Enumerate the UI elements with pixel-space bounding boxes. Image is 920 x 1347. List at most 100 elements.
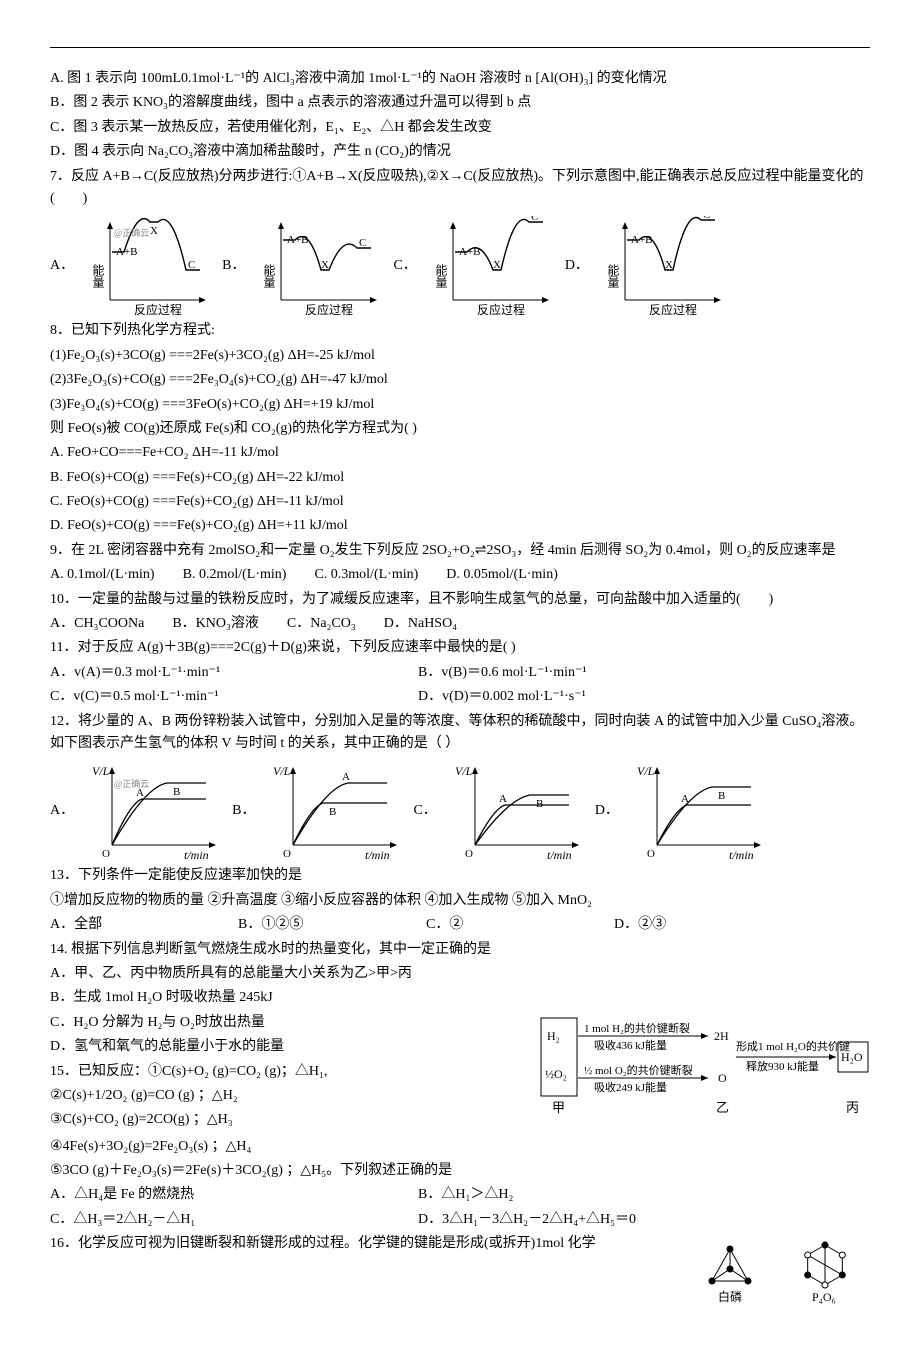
svg-text:A+B: A+B	[116, 246, 137, 258]
q9-opt-a: A. 0.1mol/(L·min)	[50, 564, 155, 586]
q12-letter: B．	[232, 800, 255, 822]
svg-text:能量: 能量	[606, 264, 620, 288]
svg-text:H₂: H₂	[547, 1029, 560, 1043]
svg-text:A+B: A+B	[631, 234, 652, 246]
q7-energy-diagram: 能量 A+B X C 反应过程	[603, 216, 723, 316]
q11-opt-a: A．v(A)＝0.3 mol·L⁻¹·min⁻¹	[50, 662, 390, 684]
q11-opt-b: B．v(B)＝0.6 mol·L⁻¹·min⁻¹	[418, 662, 587, 684]
q7-letter: B．	[222, 255, 245, 277]
q12-vt-diagram: V/L t/min A B O	[633, 761, 763, 861]
svg-text:吸收436 kJ能量: 吸收436 kJ能量	[594, 1038, 667, 1052]
q11-options-row1: A．v(A)＝0.3 mol·L⁻¹·min⁻¹ B．v(B)＝0.6 mol·…	[50, 662, 870, 684]
svg-text:反应过程: 反应过程	[477, 302, 525, 316]
q10-opt-b: B．KNO₃溶液	[172, 613, 259, 635]
svg-text:X: X	[665, 259, 673, 271]
q7-letter: D．	[565, 255, 589, 277]
page-top-rule	[50, 47, 870, 48]
q10-opt-d: D．NaHSO₄	[384, 613, 457, 635]
q9-opt-c: C. 0.3mol/(L·min)	[314, 564, 418, 586]
svg-text:O: O	[718, 1071, 727, 1085]
q15-opt-b: B．△H₁＞△H₂	[418, 1184, 513, 1206]
q12-letter: D．	[595, 800, 619, 822]
svg-text:P₄O₆: P₄O₆	[812, 1290, 836, 1304]
svg-text:A: A	[681, 793, 689, 805]
q16-molecule-diagrams: 白磷 P₄O₆	[700, 1237, 870, 1307]
q11-options-row2: C．v(C)＝0.5 mol·L⁻¹·min⁻¹ D．v(D)＝0.002 mo…	[50, 686, 870, 708]
q7-stem: 7．反应 A+B→C(反应放热)分两步进行:①A+B→X(反应吸热),②X→C(…	[50, 166, 870, 211]
q7-letter: A．	[50, 255, 74, 277]
q13-opt-c: C．②	[426, 914, 586, 936]
svg-text:丙: 丙	[846, 1100, 859, 1115]
q13-opt-b: B．①②⑤	[238, 914, 398, 936]
q12-stem: 12．将少量的 A、B 两份锌粉装入试管中，分别加入足量的等浓度、等体积的稀硫酸…	[50, 711, 870, 756]
svg-text:V/L: V/L	[455, 764, 473, 778]
svg-text:1 mol H₂的共价键断裂: 1 mol H₂的共价键断裂	[584, 1021, 690, 1035]
svg-text:O: O	[283, 848, 291, 860]
svg-text:反应过程: 反应过程	[649, 302, 697, 316]
q11-opt-d: D．v(D)＝0.002 mol·L⁻¹·s⁻¹	[418, 686, 586, 708]
q16-molecule-svg: 白磷 P₄O₆	[700, 1237, 870, 1307]
q15-opt-a: A．△H₄是 Fe 的燃烧热	[50, 1184, 390, 1206]
q8-eq3: (3)Fe₃O₄(s)+CO(g) ===3FeO(s)+CO₂(g) ΔH=+…	[50, 394, 870, 416]
svg-text:½ mol O₂的共价键断裂: ½ mol O₂的共价键断裂	[584, 1063, 693, 1077]
q10-opt-a: A．CH₃COONa	[50, 613, 144, 635]
svg-text:H₂O: H₂O	[841, 1050, 863, 1064]
q8-eq2: (2)3Fe₂O₃(s)+CO(g) ===2Fe₃O₄(s)+CO₂(g) Δ…	[50, 369, 870, 391]
q14-energy-diagram: H₂ ½O₂ 1 mol H₂的共价键断裂 吸收436 kJ能量 ½ mol O…	[540, 1012, 870, 1122]
q14-opt-a: A．甲、乙、丙中物质所具有的总能量大小关系为乙>甲>丙	[50, 963, 870, 985]
svg-text:能量: 能量	[262, 264, 276, 288]
q13-opt-a: A．全部	[50, 914, 210, 936]
q10-opt-c: C．Na₂CO₃	[287, 613, 356, 635]
q13-opt-d: D．②③	[614, 914, 666, 936]
svg-text:A: A	[342, 771, 350, 783]
svg-text:A+B: A+B	[459, 246, 480, 258]
svg-text:吸收249 kJ能量: 吸收249 kJ能量	[594, 1080, 667, 1094]
q12-vt-diagram: V/L t/min A B O	[269, 761, 399, 861]
svg-text:V/L: V/L	[92, 764, 110, 778]
svg-text:C: C	[359, 237, 366, 249]
svg-text:t/min: t/min	[365, 848, 390, 861]
q7-letter: C．	[393, 255, 416, 277]
q14-stem: 14. 根据下列信息判断氢气燃烧生成水时的热量变化，其中一定正确的是	[50, 939, 870, 961]
svg-text:X: X	[321, 259, 329, 271]
svg-text:C: C	[531, 216, 538, 223]
q8-stem: 8．已知下列热化学方程式:	[50, 320, 870, 342]
svg-text:释放930 kJ能量: 释放930 kJ能量	[746, 1059, 819, 1073]
q11-stem: 11．对于反应 A(g)＋3B(g)===2C(g)＋D(g)来说，下列反应速率…	[50, 637, 870, 659]
svg-text:能量: 能量	[434, 264, 448, 288]
svg-text:t/min: t/min	[184, 848, 209, 861]
q15-options-row1: A．△H₄是 Fe 的燃烧热 B．△H₁＞△H₂	[50, 1184, 870, 1206]
q11-opt-c: C．v(C)＝0.5 mol·L⁻¹·min⁻¹	[50, 686, 390, 708]
q7-diagram-row: A． 能量 A+B X C 反应过程 @正确云 B． 能量 A+B X C 反应…	[50, 216, 870, 316]
svg-text:@正确云: @正确云	[114, 227, 149, 238]
q12-letter: A．	[50, 800, 74, 822]
svg-text:2H: 2H	[714, 1029, 729, 1043]
q14-opt-b: B．生成 1mol H₂O 时吸收热量 245kJ	[50, 987, 870, 1009]
svg-text:C: C	[703, 216, 710, 221]
q10-stem: 10．一定量的盐酸与过量的铁粉反应时，为了减缓反应速率，且不影响生成氢气的总量，…	[50, 589, 870, 611]
svg-text:O: O	[647, 848, 655, 860]
q9-options: A. 0.1mol/(L·min) B. 0.2mol/(L·min) C. 0…	[50, 564, 870, 586]
q8-eq1: (1)Fe₂O₃(s)+3CO(g) ===2Fe(s)+3CO₂(g) ΔH=…	[50, 345, 870, 367]
q6-opt-a: A. 图 1 表示向 100mL0.1mol·L⁻¹的 AlCl₃溶液中滴加 1…	[50, 68, 870, 90]
svg-text:O: O	[465, 848, 473, 860]
svg-text:B: B	[536, 798, 543, 810]
svg-text:O: O	[102, 848, 110, 860]
svg-text:A+B: A+B	[287, 234, 308, 246]
svg-text:X: X	[150, 225, 158, 237]
q8-opt-b: B. FeO(s)+CO(g) ===Fe(s)+CO₂(g) ΔH=-22 k…	[50, 467, 870, 489]
q12-letter: C．	[413, 800, 436, 822]
svg-text:B: B	[718, 790, 725, 802]
q12-vt-diagram: V/L t/min A B O @正确云	[88, 761, 218, 861]
q15-options-row2: C．△H₃＝2△H₂－△H₁ D．3△H₁－3△H₂－2△H₄+△H₅＝0	[50, 1209, 870, 1231]
svg-text:t/min: t/min	[547, 848, 572, 861]
q10-options: A．CH₃COONa B．KNO₃溶液 C．Na₂CO₃ D．NaHSO₄	[50, 613, 870, 635]
q7-energy-diagram: 能量 A+B X C 反应过程 @正确云	[88, 216, 208, 316]
svg-text:t/min: t/min	[729, 848, 754, 861]
q9-opt-d: D. 0.05mol/(L·min)	[446, 564, 558, 586]
q15-l5: ⑤3CO (g)＋Fe₂O₃(s)＝2Fe(s)＋3CO₂(g) ；△H₅。下列…	[50, 1160, 870, 1182]
q9-stem: 9．在 2L 密闭容器中充有 2molSO₂和一定量 O₂发生下列反应 2SO₂…	[50, 540, 870, 562]
q16-block: 白磷 P₄O₆ 16．化学反应可视为旧键断裂和新键形成的过程。化学键的键能是形成…	[50, 1233, 870, 1307]
q7-energy-diagram: 能量 A+B X C 反应过程	[431, 216, 551, 316]
svg-text:反应过程: 反应过程	[134, 302, 182, 316]
